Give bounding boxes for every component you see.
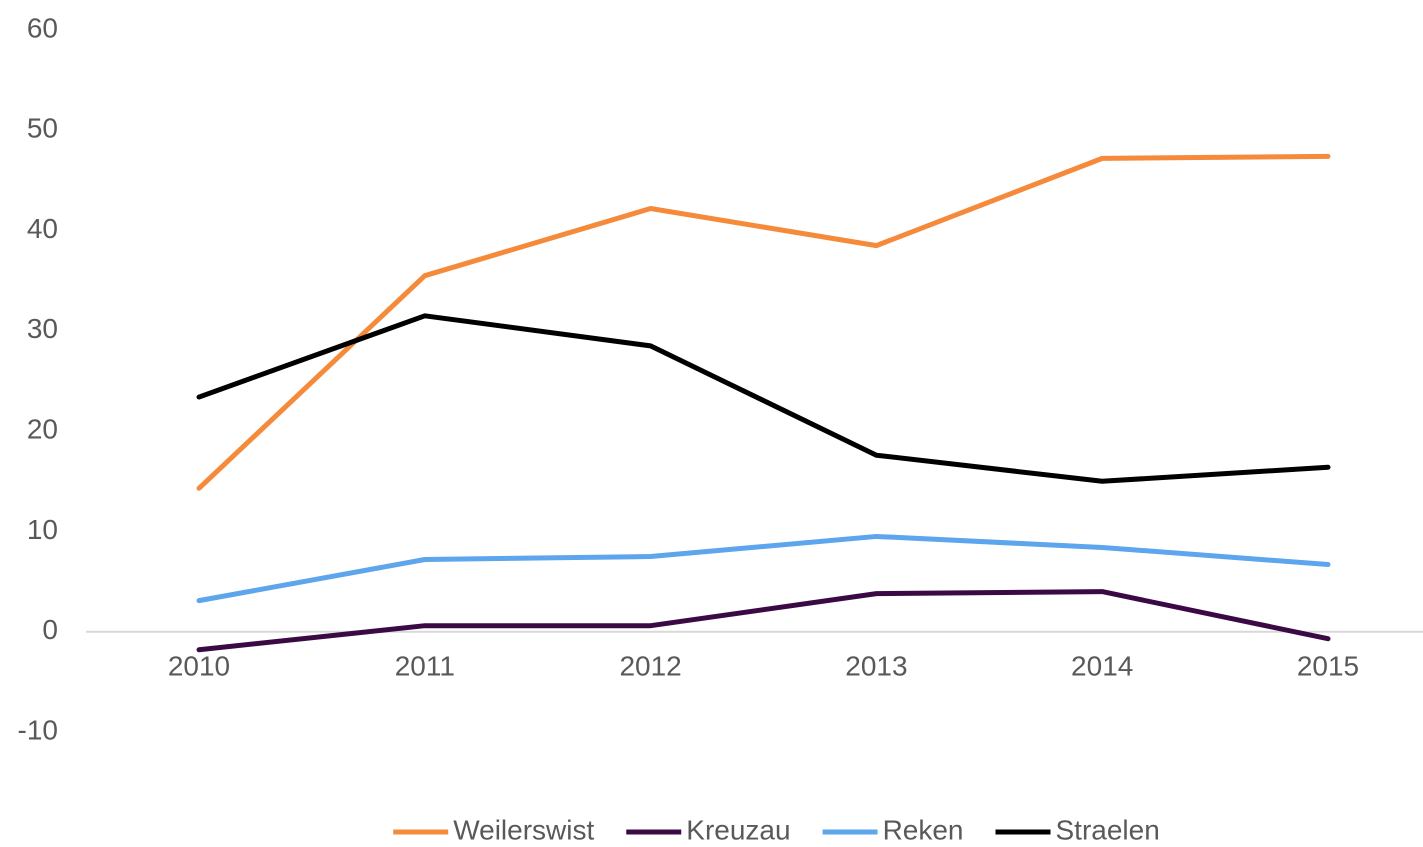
y-tick-label: 40 xyxy=(27,213,58,244)
y-tick-label: 0 xyxy=(42,614,58,645)
y-tick-label: 30 xyxy=(27,313,58,344)
x-tick-label: 2012 xyxy=(619,650,681,681)
legend-label: Weilerswist xyxy=(453,814,594,845)
x-tick-label: 2015 xyxy=(1297,650,1359,681)
series-line xyxy=(196,153,1331,491)
y-tick-label: 20 xyxy=(27,414,58,445)
x-tick-label: 2010 xyxy=(168,650,230,681)
legend-label: Kreuzau xyxy=(686,814,790,845)
y-tick-label: 60 xyxy=(27,12,58,43)
series-line xyxy=(196,313,1331,484)
series-line xyxy=(196,533,1331,604)
y-tick-label: -10 xyxy=(18,714,58,745)
x-tick-label: 2013 xyxy=(845,650,907,681)
x-tick-label: 2014 xyxy=(1071,650,1133,681)
y-tick-label: 50 xyxy=(27,113,58,144)
legend-label: Straelen xyxy=(1056,814,1160,845)
x-tick-label: 2011 xyxy=(395,650,455,681)
legend-label: Reken xyxy=(883,814,964,845)
y-tick-label: 10 xyxy=(27,514,58,545)
series-line xyxy=(196,589,1331,653)
